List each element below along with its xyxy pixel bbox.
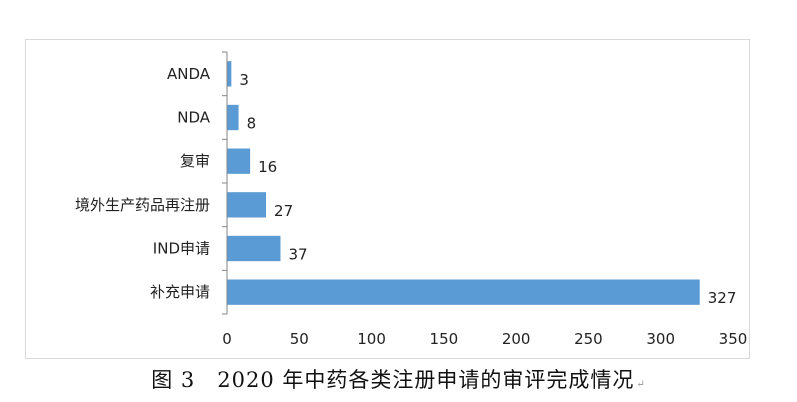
bar xyxy=(227,192,267,218)
category-label: 复审 xyxy=(180,152,210,170)
caption-text: 图 3 2020 年中药各类注册申请的审评完成情况 xyxy=(151,368,635,392)
x-tick-label: 200 xyxy=(502,330,531,348)
data-label: 327 xyxy=(708,289,737,307)
x-tick-label: 300 xyxy=(646,330,675,348)
data-label: 16 xyxy=(258,158,277,176)
data-label: 27 xyxy=(274,202,293,220)
x-tick-label: 150 xyxy=(430,330,459,348)
bar-chart: ANDA 3 NDA 8 复审 16 境外生产药品再注册 27 IND申请 37 补充申请 327 0 5… xyxy=(75,51,748,348)
category-label: ANDA xyxy=(167,65,211,83)
bar xyxy=(227,279,700,305)
bar xyxy=(227,235,281,262)
bars-layer xyxy=(227,61,700,305)
data-label: 8 xyxy=(247,115,257,133)
category-label: IND申请 xyxy=(153,240,210,258)
x-tick-label: 0 xyxy=(222,330,232,348)
x-tick-label: 250 xyxy=(574,330,603,348)
category-label: 补充申请 xyxy=(150,283,210,301)
x-tick-label: 50 xyxy=(290,330,309,348)
data-label: 37 xyxy=(288,246,307,264)
axis-layer: ANDA 3 NDA 8 复审 16 境外生产药品再注册 27 IND申请 37 补充申请 327 0 5… xyxy=(75,51,748,348)
bar xyxy=(227,148,251,174)
category-label: 境外生产药品再注册 xyxy=(75,196,210,214)
category-label: NDA xyxy=(177,109,211,127)
bar xyxy=(227,61,232,87)
x-tick-label: 100 xyxy=(357,330,386,348)
figure-caption: 图 3 2020 年中药各类注册申请的审评完成情况 ↵ xyxy=(0,364,797,394)
x-tick-label: 350 xyxy=(719,330,748,348)
data-label: 3 xyxy=(239,71,249,89)
chart-frame xyxy=(25,39,750,359)
paragraph-mark-icon: ↵ xyxy=(636,379,646,390)
bar xyxy=(227,104,239,131)
